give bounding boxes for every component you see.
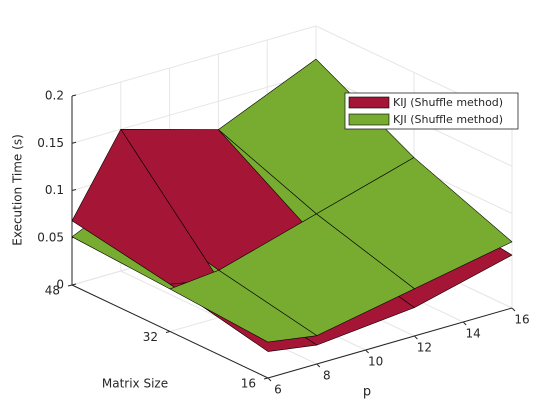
x-tick: [511, 307, 516, 312]
surface-patch: [169, 269, 318, 343]
z-axis-label: Execution Time (s): [11, 134, 25, 246]
x-tick-label: 6: [274, 383, 282, 397]
z-tick: [71, 141, 77, 144]
y-axis-label: Matrix Size: [102, 377, 168, 391]
x-tick-label: 10: [368, 355, 383, 369]
z-tick: [71, 189, 77, 191]
x-axis-label: p: [363, 385, 371, 400]
x-tick: [316, 363, 321, 368]
z-tick-label: 0: [56, 278, 64, 292]
z-tick-label: 0.15: [37, 136, 64, 150]
x-tick-label: 8: [323, 369, 331, 383]
z-tick-label: 0.2: [45, 89, 64, 103]
y-tick: [67, 284, 73, 287]
y-axis: [71, 284, 269, 379]
y-tick-label: 16: [241, 377, 256, 391]
legend-label: KJI (Shuffle method): [393, 113, 503, 126]
grid-line: [71, 72, 317, 144]
legend-label: KIJ (Shuffle method): [393, 96, 503, 109]
x-tick: [267, 377, 272, 382]
y-tick-label: 48: [45, 284, 60, 298]
z-tick-label: 0.05: [37, 230, 64, 244]
x-tick: [414, 335, 418, 340]
y-tick-label: 32: [143, 330, 158, 344]
x-axis: [267, 307, 513, 379]
z-tick-label: 0.1: [45, 183, 64, 197]
x-tick: [365, 349, 369, 354]
legend-swatch: [348, 96, 390, 109]
x-tick-label: 14: [466, 327, 481, 341]
z-tick: [71, 94, 77, 97]
grid-line: [71, 25, 317, 97]
legend-swatch: [348, 113, 390, 126]
x-tick-label: 16: [514, 313, 529, 327]
x-tick-label: 12: [417, 341, 432, 355]
x-tick: [462, 321, 467, 326]
